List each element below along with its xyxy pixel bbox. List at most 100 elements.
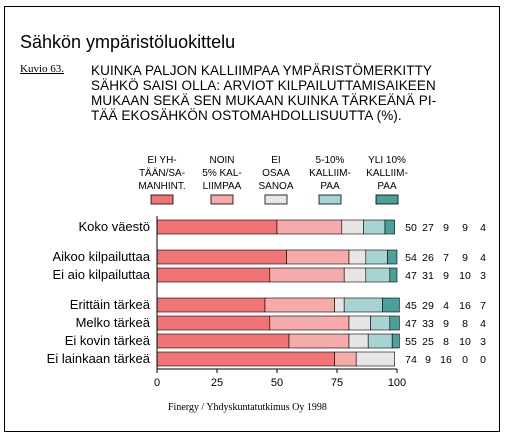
legend-label: EI YH- [147,155,176,166]
bar-segment [348,249,367,265]
value-label: 4 [443,300,449,312]
value-label: 9 [462,222,468,234]
value-label: 50 [405,222,417,234]
value-label: 4 [480,318,486,330]
legend-label: PAA [320,181,340,192]
category-label: Koko väestö [78,219,150,234]
bar-segment [156,297,266,313]
value-label: 9 [443,270,449,282]
category-label: Ei aio kilpailuttaa [52,267,150,282]
figure-label: Kuvio 63. [20,63,64,75]
bar-segment [367,333,393,349]
legend-label: LIIMPAA [203,181,242,192]
legend-swatch [318,194,342,205]
x-tick-label: 100 [388,377,406,389]
value-label: 4 [480,222,486,234]
source-note: Finergy / Yhdyskuntatutkimus Oy 1998 [168,402,327,413]
category-label: Erittäin tärkeä [70,297,151,312]
bar-segment [389,267,398,283]
x-tick-label: 25 [211,377,223,389]
x-tick-label: 0 [154,377,160,389]
value-label: 7 [443,252,449,264]
bar-segment [370,315,391,331]
category-label: Ei kovin tärkeä [65,333,151,348]
legend-label: MANHINT. [138,181,185,192]
bar-segment [341,219,364,235]
bar-segment [334,351,357,367]
legend-label: PAA [377,181,397,192]
value-label: 10 [459,336,471,348]
legend-label: OSAA [262,168,290,179]
bar-segment [276,219,343,235]
bar-segment [363,219,386,235]
value-label: 16 [440,354,452,366]
bar-segment [334,297,345,313]
figure-description: KUINKA PALJON KALLIIMPAA YMPÄRISTÖMERKIT… [91,63,491,123]
legend-label: YLI 10% [368,155,406,166]
bar-segment [156,267,271,283]
description-line: TÄÄ EKOSÄHKÖN OSTOMAHDOLLISUUTTA (%). [91,108,402,123]
bar-segment [384,219,395,235]
bar-segment [355,351,395,367]
legend-label: NOIN [210,155,235,166]
bar-segment [389,315,400,331]
bar-segment [156,219,278,235]
bar-segment [156,315,271,331]
bar-segment [156,333,290,349]
bar-segment [156,351,335,367]
value-label: 47 [405,318,417,330]
legend-swatch [210,194,234,205]
value-label: 4 [480,252,486,264]
description-line: MUKAAN SEKÄ SEN MUKAAN KUINKA TÄRKEÄNÄ P… [91,93,437,108]
bar-segment [269,315,350,331]
bar-segment [156,249,287,265]
value-label: 8 [462,318,468,330]
bar-segment [343,267,367,283]
bar-segment [365,267,391,283]
bar-segment [343,297,383,313]
bar-segment [348,315,371,331]
value-label: 26 [422,252,434,264]
bar-segment [365,249,388,265]
value-label: 0 [462,354,468,366]
legend-label: SANOA [258,181,293,192]
legend-swatch [150,194,174,205]
bar-segment [387,249,398,265]
figure-frame [4,6,500,432]
legend-label: TÄÄN/SA- [139,167,185,179]
value-label: 9 [443,318,449,330]
bar-segment [382,297,400,313]
value-label: 55 [405,336,417,348]
value-label: 74 [405,354,417,366]
category-label: Ei lainkaan tärkeä [47,351,151,366]
value-label: 45 [405,300,417,312]
value-label: 33 [422,318,434,330]
value-label: 47 [405,270,417,282]
value-label: 10 [459,270,471,282]
value-label: 25 [422,336,434,348]
description-line: KUINKA PALJON KALLIIMPAA YMPÄRISTÖMERKIT… [91,63,433,78]
category-label: Aikoo kilpailuttaa [52,249,150,264]
x-tick-label: 50 [271,377,283,389]
value-label: 9 [443,222,449,234]
page-title: Sähkön ympäristöluokittelu [20,32,236,52]
bar-segment [269,267,345,283]
bar-segment [288,333,350,349]
description-line: SÄHKÖ SAISI OLLA: ARVIOT KILPAILUTTAMISA… [91,78,436,93]
value-label: 9 [425,354,431,366]
value-label: 0 [480,354,486,366]
value-label: 16 [459,300,471,312]
value-label: 8 [443,336,449,348]
legend-label: KALLIIM- [309,168,351,179]
value-label: 7 [480,300,486,312]
legend-swatch [375,194,399,205]
value-label: 31 [422,270,434,282]
legend-swatch [264,194,288,205]
legend-label: 5% KAL- [202,168,241,179]
value-label: 3 [480,270,486,282]
bar-segment [264,297,335,313]
bar-segment [348,333,369,349]
legend-label: 5-10% [316,155,345,166]
value-label: 3 [480,336,486,348]
